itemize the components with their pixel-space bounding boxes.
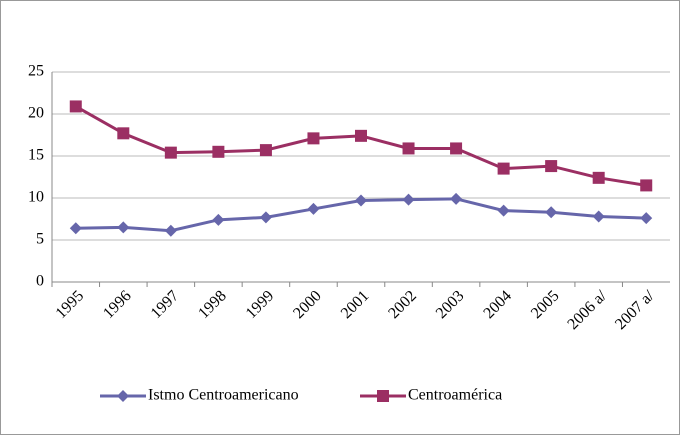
marker bbox=[545, 206, 558, 219]
marker bbox=[402, 193, 415, 206]
y-tick-label: 5 bbox=[36, 231, 44, 248]
marker bbox=[497, 204, 510, 217]
marker bbox=[259, 211, 272, 224]
marker bbox=[592, 171, 605, 184]
marker bbox=[592, 210, 605, 223]
marker bbox=[402, 142, 415, 155]
marker bbox=[69, 222, 82, 235]
legend-label: Istmo Centroamericano bbox=[148, 387, 299, 404]
marker bbox=[164, 224, 177, 237]
y-tick-label: 10 bbox=[28, 189, 44, 206]
marker bbox=[307, 202, 320, 215]
marker bbox=[117, 127, 130, 140]
marker bbox=[377, 390, 389, 402]
marker bbox=[545, 160, 558, 173]
marker bbox=[355, 194, 367, 207]
y-tick-label: 15 bbox=[28, 147, 44, 164]
marker bbox=[497, 162, 510, 175]
marker bbox=[259, 144, 272, 157]
marker bbox=[117, 221, 130, 234]
y-tick-label: 25 bbox=[28, 63, 44, 80]
y-tick-label: 0 bbox=[36, 273, 44, 290]
legend-label: Centroamérica bbox=[408, 387, 502, 404]
marker bbox=[640, 212, 653, 225]
marker bbox=[450, 192, 463, 205]
marker bbox=[212, 213, 225, 226]
marker bbox=[164, 146, 177, 159]
marker bbox=[450, 142, 463, 155]
y-tick-label: 20 bbox=[28, 105, 44, 122]
marker bbox=[69, 100, 82, 113]
marker bbox=[355, 129, 367, 142]
marker bbox=[307, 132, 320, 145]
marker bbox=[212, 145, 225, 158]
marker bbox=[117, 390, 129, 402]
marker bbox=[640, 179, 653, 192]
